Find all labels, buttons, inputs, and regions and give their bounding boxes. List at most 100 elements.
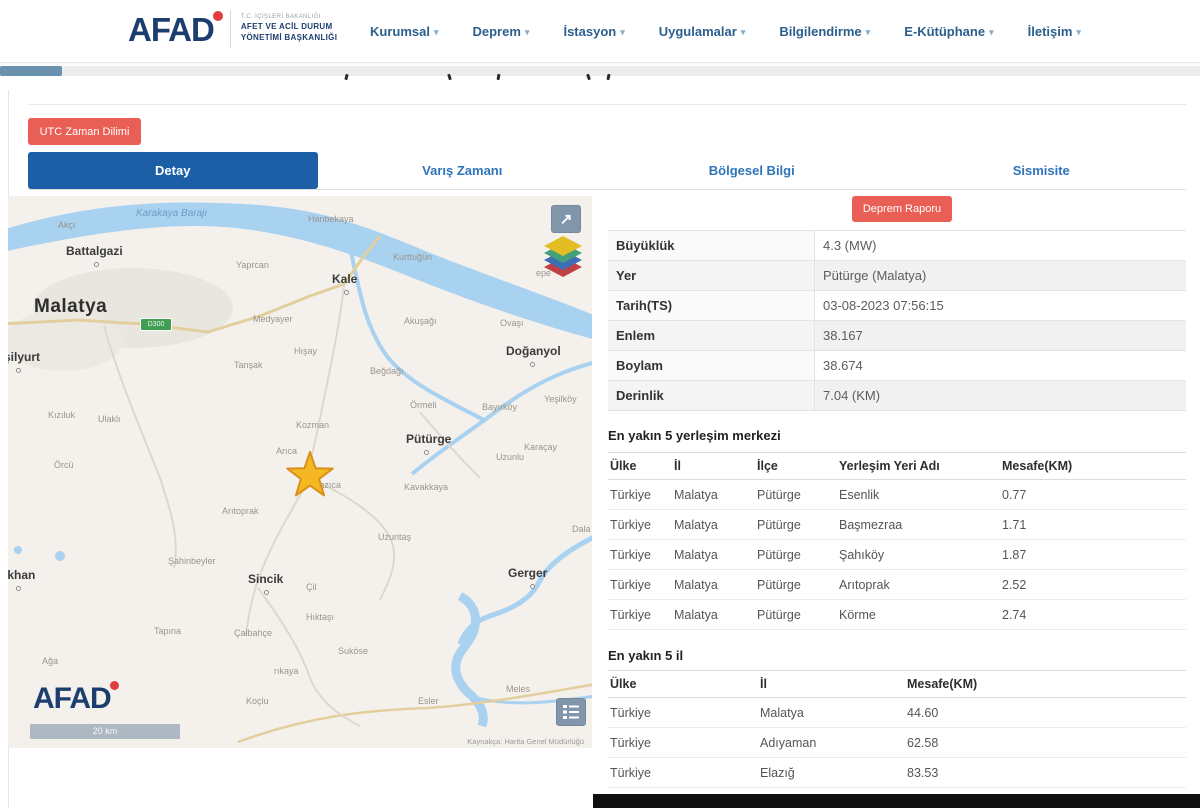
chevron-down-icon: ▾ xyxy=(740,27,746,37)
map-attribution: Kaynakça: Harita Genel Müdürlüğü xyxy=(467,737,584,746)
village-label: Karaçay xyxy=(524,442,558,452)
village-label: Ovaşı xyxy=(500,318,524,328)
village-label: Yaprcan xyxy=(236,260,269,270)
village-label: Arıtoprak xyxy=(222,506,259,516)
village-label: Dala xyxy=(572,524,591,534)
nav-item-istasyon[interactable]: İstasyon ▾ xyxy=(563,24,625,39)
earthquake-map[interactable]: Karakaya Barajı D300 Battalgazi Malatya … xyxy=(8,196,592,748)
village-label: Ulaklı xyxy=(98,414,121,424)
town-label: Sincik xyxy=(248,572,284,586)
clipped-title-remnant xyxy=(496,73,501,81)
village-label: Örcü xyxy=(54,460,74,470)
road-shield: D300 xyxy=(140,318,172,331)
fullscreen-button[interactable]: ↗ xyxy=(551,205,581,233)
village-label: Kozman xyxy=(296,420,330,430)
panel-top-border xyxy=(28,104,1186,105)
chevron-down-icon: ▾ xyxy=(865,27,871,37)
nav-item-iletisim[interactable]: İletişim ▾ xyxy=(1027,24,1081,39)
village-label: epe xyxy=(536,268,552,278)
chevron-down-icon: ▾ xyxy=(524,27,530,37)
town-marker xyxy=(16,368,21,373)
village-label: rıkaya xyxy=(274,666,299,676)
layers-icon xyxy=(544,236,582,277)
tab-detay[interactable]: Detay xyxy=(28,152,318,189)
utc-timezone-button[interactable]: UTC Zaman Dilimi xyxy=(28,118,141,145)
village-label: Tapına xyxy=(154,626,182,636)
village-label: Uzunlu xyxy=(496,452,525,462)
tab-sismisite[interactable]: Sismisite xyxy=(896,152,1186,189)
tab-bolgesel-bilgi[interactable]: Bölgesel Bilgi xyxy=(607,152,897,189)
fullscreen-arrow-icon: ↗ xyxy=(559,211,573,228)
provinces-table: Ülke İl Mesafe(KM) Türkiye Malatya 44.60 T… xyxy=(608,670,1186,808)
tab-varis-zamani[interactable]: Varış Zamanı xyxy=(317,152,607,189)
village-label: Kızıluk xyxy=(48,410,76,420)
chevron-down-icon: ▾ xyxy=(1076,27,1081,37)
village-label: Medyayer xyxy=(253,314,293,324)
horizontal-scrollbar-thumb[interactable] xyxy=(0,66,62,76)
nav-item-kurumsal[interactable]: Kurumsal ▾ xyxy=(370,24,439,39)
detail-row: Tarih(TS) 03-08-2023 07:56:15 xyxy=(608,291,1186,321)
table-row: Türkiye Malatya Pütürge Esenlik 0.77 xyxy=(608,480,1186,510)
village-label: Bayırköy xyxy=(482,402,518,412)
detail-row: Yer Pütürge (Malatya) xyxy=(608,261,1186,291)
table-row: Türkiye Malatya Pütürge Başmezraa 1.71 xyxy=(608,510,1186,540)
nav-item-uygulamalar[interactable]: Uygulamalar ▾ xyxy=(658,24,746,39)
village-label: Akçı xyxy=(58,220,76,230)
org-label-1: AFET VE ACİL DURUM xyxy=(240,22,333,32)
clipped-title-remnant xyxy=(606,73,611,81)
earthquake-report-button[interactable]: Deprem Raporu xyxy=(852,196,952,222)
afad-logo[interactable]: AFAD T.C. İÇİŞLERİ BAKANLIĞI AFET VE ACİ… xyxy=(128,10,337,48)
village-label: Hışay xyxy=(294,346,318,356)
lake-label: Karakaya Barajı xyxy=(136,208,208,219)
village-label: Kavakkaya xyxy=(404,482,449,492)
village-label: Yazıca xyxy=(314,480,341,490)
detail-row: Büyüklük 4.3 (MW) xyxy=(608,231,1186,261)
village-label: Tanşak xyxy=(234,360,263,370)
town-label: Battalgazi xyxy=(66,244,123,258)
town-label: Pütürge xyxy=(406,432,452,446)
table-row: Türkiye Malatya 44.60 xyxy=(608,698,1186,728)
town-label: Gerger xyxy=(508,566,548,580)
legend-button[interactable] xyxy=(556,698,586,726)
afad-logo-text: AFAD xyxy=(128,10,223,46)
table-row: Türkiye Malatya Pütürge Körme 2.74 xyxy=(608,600,1186,630)
village-label: Hıktaşı xyxy=(306,612,335,622)
logo-divider xyxy=(229,10,231,48)
village-label: Beğdağı xyxy=(370,366,404,376)
town-marker xyxy=(94,262,99,267)
clipped-title-remnant xyxy=(344,73,349,81)
village-label: Meles xyxy=(506,684,531,694)
horizontal-scrollbar[interactable] xyxy=(0,66,1200,76)
earthquake-detail-table: Büyüklük 4.3 (MW) Yer Pütürge (Malatya) Ta… xyxy=(608,230,1186,411)
village-label: Suköse xyxy=(338,646,369,656)
provinces-header-row: Ülke İl Mesafe(KM) xyxy=(608,670,1186,698)
map-terrain xyxy=(8,202,592,744)
org-label-2: YÖNETİMİ BAŞKANLIĞI xyxy=(240,33,338,42)
detail-row: Enlem 38.167 xyxy=(608,321,1186,351)
town-label: ikhan xyxy=(8,568,36,582)
town-label: Doğanyol xyxy=(506,344,561,358)
map-scale-bar: 20 km xyxy=(30,724,180,739)
town-marker xyxy=(530,362,535,367)
bottom-bar xyxy=(593,794,1200,808)
nav-item-bilgilendirme[interactable]: Bilgilendirme ▾ xyxy=(779,24,871,39)
tab-bar: Detay Varış Zamanı Bölgesel Bilgi Sismis… xyxy=(28,152,1186,190)
settlements-header-row: Ülke İl İlçe Yerleşim Yeri Adı Mesafe(KM… xyxy=(608,452,1186,480)
nav-item-deprem[interactable]: Deprem ▾ xyxy=(472,24,530,39)
logo-red-dot-icon xyxy=(109,681,119,690)
town-marker xyxy=(530,584,535,589)
legend-icon xyxy=(563,705,579,719)
detail-row: Derinlik 7.04 (KM) xyxy=(608,381,1186,411)
layers-button[interactable] xyxy=(542,236,584,287)
main-nav: Kurumsal ▾ Deprem ▾ İstasyon ▾ Uygulamalar ▾… xyxy=(370,0,1081,63)
nav-item-ekutuphane[interactable]: E-Kütüphane ▾ xyxy=(904,24,994,39)
town-marker xyxy=(424,450,429,455)
town-marker xyxy=(16,586,21,591)
detail-row: Boylam 38.674 xyxy=(608,351,1186,381)
town-label: Malatya xyxy=(34,296,108,317)
village-label: Esler xyxy=(418,696,439,706)
village-label: Ağa xyxy=(42,656,59,666)
chevron-down-icon: ▾ xyxy=(620,27,625,37)
town-marker xyxy=(264,590,269,595)
